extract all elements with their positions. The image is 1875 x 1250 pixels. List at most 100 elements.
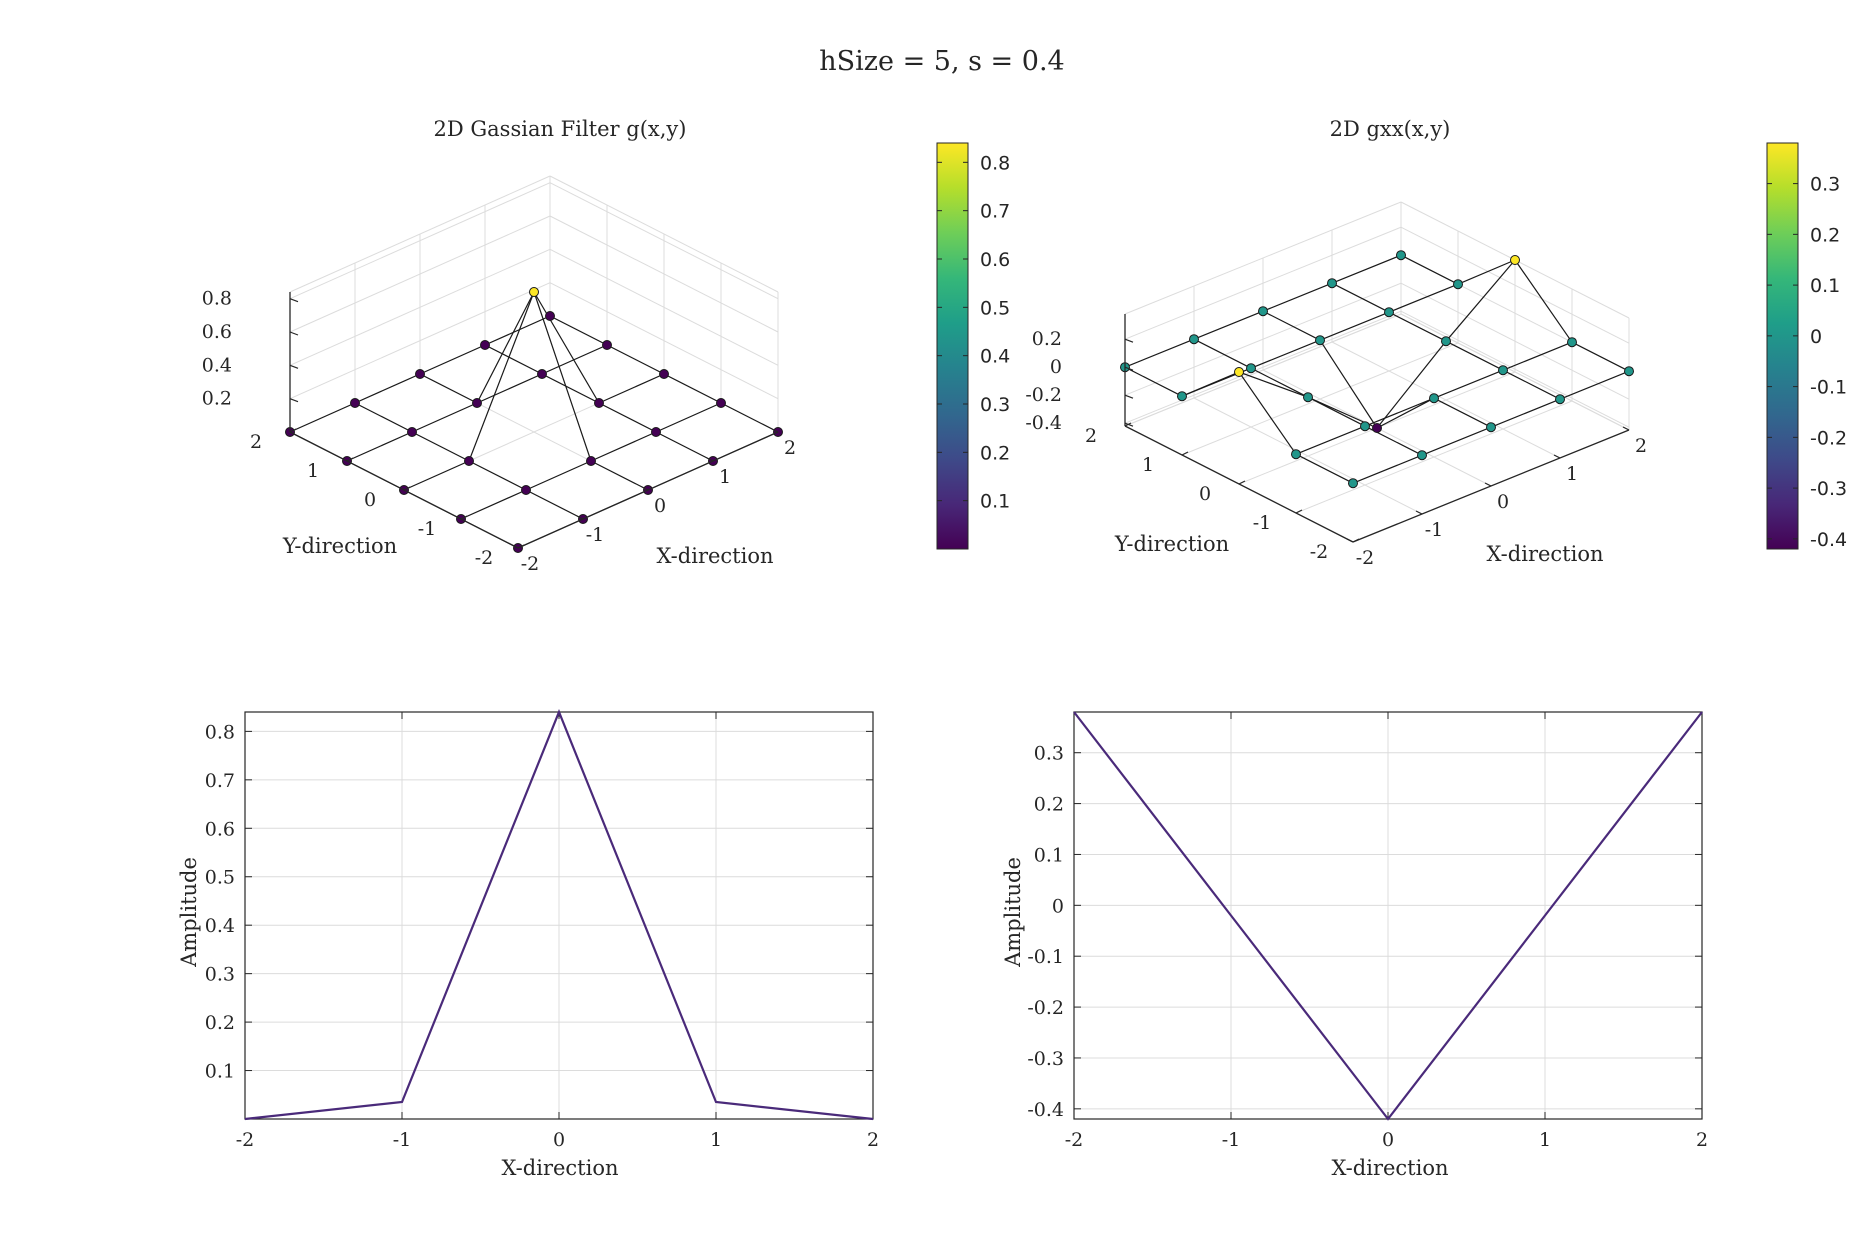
y-tick-label: 0.3 [1034, 743, 1064, 765]
mesh-vertex-marker [545, 311, 555, 321]
colorbar-tick-label: 0.1 [980, 491, 1010, 513]
colorbar-gradient [936, 142, 969, 550]
mesh-edge [1238, 371, 1297, 455]
mesh-vertex-marker [1360, 421, 1370, 432]
mesh-edge [1262, 310, 1321, 341]
x-tick-mark [771, 428, 779, 433]
x-tick-label: 2 [784, 437, 796, 459]
mesh-edge [1502, 341, 1573, 371]
y-tick-label: -2 [475, 547, 494, 569]
gaussian-surface-x-label: X-direction [656, 544, 773, 568]
floor-grid-line [1124, 313, 1402, 427]
y-tick-label: 0.6 [205, 818, 235, 840]
x-tick-label: 1 [710, 1129, 722, 1151]
amplitude-series-line [1073, 711, 1703, 1121]
x-tick-label: 0 [1497, 491, 1509, 513]
gxx-profile-x-label: X-direction [1331, 1156, 1448, 1180]
x-tick-mark [641, 486, 649, 491]
gaussian-colorbar: 0.1 0.2 0.3 0.4 0.5 0.6 0.7 0.8 [936, 142, 1010, 550]
mesh-edge [484, 315, 551, 346]
mesh-edge [476, 291, 535, 404]
mesh-edge [1250, 367, 1309, 398]
mesh-vertex-marker [594, 398, 604, 408]
mesh-edge [1421, 426, 1492, 456]
floor-grid-line [1295, 400, 1573, 514]
y-tick-label: -0.4 [1027, 1099, 1064, 1121]
mesh-edge [533, 291, 600, 404]
gxx-profile-plot: -2 -1 0 1 2 -0.4 -0.3 -0.2 -0.1 0 0.1 0.2 0.3 X-dire… [1001, 711, 1708, 1180]
colorbar-tick-label: -0.1 [1810, 377, 1847, 399]
mesh-vertex-marker [537, 369, 547, 379]
y-tick-label: 0.3 [205, 964, 235, 986]
x-tick-mark [1622, 426, 1630, 431]
mesh-edge [1250, 339, 1321, 369]
gxx-surface-x-label: X-direction [1486, 542, 1603, 566]
y-tick-mark [1352, 538, 1360, 543]
x-tick-label: -1 [1222, 1129, 1241, 1151]
mesh-vertex-marker [1291, 449, 1301, 460]
x-tick-label: -2 [1356, 547, 1375, 569]
mesh-edge [1514, 259, 1573, 343]
mesh-edge [1124, 338, 1195, 368]
mesh-edge [1319, 311, 1390, 341]
mesh-vertex-marker [350, 398, 360, 408]
mesh-edge [1331, 282, 1390, 313]
z-tick-label: 0.4 [202, 354, 232, 376]
y-tick-mark [346, 457, 354, 462]
y-tick-label: 0.1 [1034, 844, 1064, 866]
gxx-surface-plot: 2D gxx(x,y) -2 -1 0 1 2 -2 -1 0 1 2 -0.4 -0.2 0 0.2 X… [1025, 117, 1847, 569]
mesh-vertex-marker [1441, 336, 1451, 347]
y-tick-label: 2 [250, 431, 262, 453]
x-tick-label: 1 [1539, 1129, 1551, 1151]
colorbar-tick-label: 0.2 [980, 442, 1010, 464]
mesh-edge [598, 373, 665, 404]
y-tick-mark [403, 486, 411, 491]
y-tick-label: -1 [1253, 512, 1272, 534]
mesh-edge [419, 373, 478, 404]
mesh-vertex-marker [1510, 255, 1520, 265]
x-tick-mark [1415, 510, 1423, 515]
mesh-edge [289, 402, 356, 433]
mesh-edge [403, 460, 470, 491]
y-tick-label: 1 [307, 460, 319, 482]
mesh-vertex-marker [1555, 394, 1565, 405]
mesh-edge [346, 431, 413, 462]
x-tick-label: 2 [1635, 435, 1647, 457]
mesh-vertex-marker [651, 427, 661, 437]
gaussian-profile-axes: -2 -1 0 1 2 0.1 0.2 0.3 0.4 0.5 0.6 0.7 0.8 [205, 709, 879, 1151]
mesh-edge [411, 431, 470, 462]
figure-title: hSize = 5, s = 0.4 [819, 46, 1064, 77]
mesh-vertex-marker [1177, 391, 1187, 402]
y-tick-label: 0.5 [205, 867, 235, 889]
mesh-vertex-marker [472, 398, 482, 408]
x-tick-mark [1346, 538, 1354, 543]
mesh-edge [1295, 425, 1366, 455]
mesh-vertex-marker [716, 398, 726, 408]
colorbar-tick-label: -0.3 [1810, 478, 1847, 500]
gaussian-surface-y-label: Y-direction [282, 534, 397, 558]
mesh-vertex-marker [415, 369, 425, 379]
gxx-profile-axes: -2 -1 0 1 2 -0.4 -0.3 -0.2 -0.1 0 0.1 0.2 0.3 [1027, 711, 1708, 1151]
y-tick-label: 1 [1142, 454, 1154, 476]
z-tick-label: 0.2 [202, 388, 232, 410]
mesh-edge [720, 402, 779, 433]
z-tick-mark [289, 364, 299, 369]
mesh-edge [533, 291, 592, 462]
z-tick-mark [1124, 422, 1134, 427]
x-tick-label: -1 [1425, 519, 1444, 541]
mesh-vertex-marker [1486, 422, 1496, 433]
colorbar-tick-label: 0 [1810, 326, 1822, 348]
mesh-vertex-marker [1258, 306, 1268, 317]
x-tick-label: 0 [1382, 1129, 1394, 1151]
mesh-edge [419, 344, 486, 375]
mesh-edge [598, 402, 657, 433]
mesh-edge [1319, 339, 1378, 429]
gxx-colorbar: -0.4 -0.3 -0.2 -0.1 0 0.1 0.2 0.3 [1766, 142, 1847, 551]
mesh-edge [525, 460, 592, 491]
mesh-edge [1559, 370, 1630, 400]
x-tick-label: 0 [553, 1129, 565, 1151]
mesh-edge [411, 402, 478, 433]
y-tick-mark [1295, 509, 1303, 514]
y-tick-label: 0 [364, 489, 376, 511]
mesh-edge [1445, 259, 1516, 342]
